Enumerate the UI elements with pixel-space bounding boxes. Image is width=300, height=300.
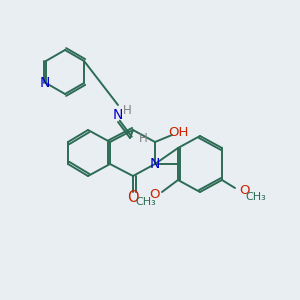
Text: N: N — [40, 76, 50, 90]
Text: N: N — [113, 108, 123, 122]
Text: O: O — [150, 188, 160, 202]
Text: H: H — [123, 104, 131, 118]
Text: CH₃: CH₃ — [136, 197, 156, 207]
Text: H: H — [139, 131, 147, 145]
Text: O: O — [239, 184, 249, 197]
Text: O: O — [127, 190, 139, 205]
Text: N: N — [150, 157, 160, 171]
Text: CH₃: CH₃ — [246, 192, 266, 202]
Text: OH: OH — [168, 125, 188, 139]
